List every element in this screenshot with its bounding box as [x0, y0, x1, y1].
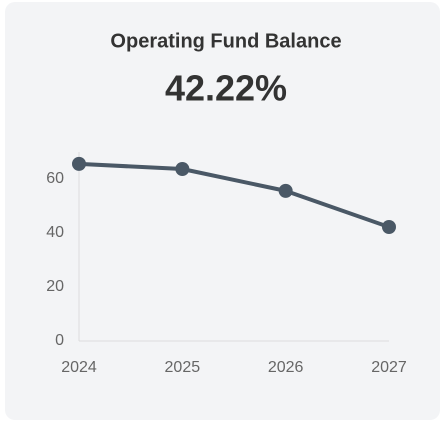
y-tick-label: 60	[46, 170, 64, 187]
y-tick-label: 20	[46, 278, 64, 295]
point	[175, 162, 190, 177]
y-tick-label: 0	[55, 332, 64, 349]
line	[78, 161, 390, 229]
kpi-value: 42.22%	[165, 68, 287, 109]
x-tick-label: 2025	[165, 359, 201, 376]
point	[382, 220, 396, 235]
chart-title: Operating Fund Balance	[110, 30, 341, 52]
x-tick-label: 2026	[268, 359, 304, 376]
point	[72, 156, 86, 171]
x-tick-label: 2024	[61, 359, 97, 376]
point	[278, 183, 293, 198]
x-tick-label: 2027	[371, 359, 407, 376]
y-tick-label: 40	[46, 224, 64, 241]
card	[5, 2, 440, 420]
